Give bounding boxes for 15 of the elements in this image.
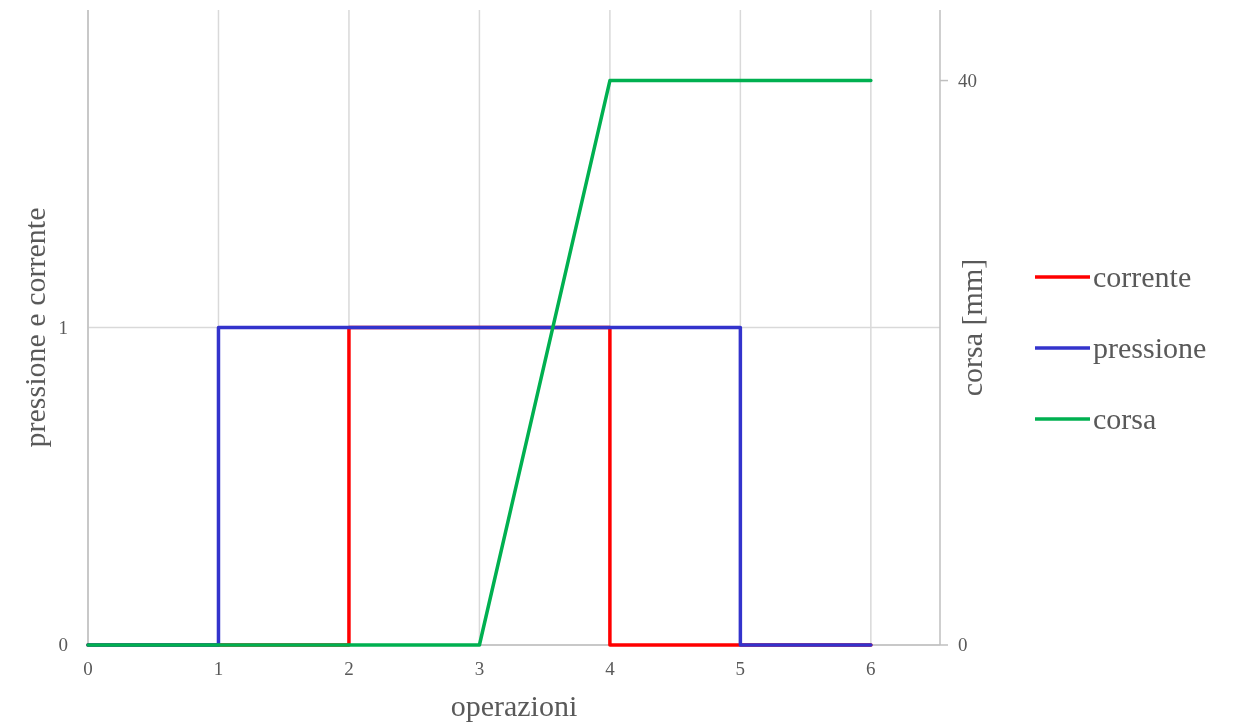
y-axis-title: pressione e corrente (18, 207, 51, 448)
y2-tick-label: 0 (958, 634, 968, 655)
x-tick-label: 1 (213, 658, 224, 679)
x-tick-label: 4 (605, 658, 616, 679)
x-tick-label: 6 (866, 658, 876, 679)
x-tick-label: 2 (344, 658, 354, 679)
legend-label: pressione (1093, 331, 1207, 364)
x-tick-label: 3 (474, 658, 485, 679)
y2-tick-label: 40 (958, 69, 977, 91)
x-axis-title: operazioni (450, 689, 578, 722)
x-tick-label: 0 (83, 658, 93, 679)
x-tick-label: 5 (735, 658, 746, 679)
legend-label: corrente (1093, 260, 1192, 293)
legend-label: corsa (1093, 402, 1157, 435)
y2-axis-title: corsa [mm] (955, 258, 988, 397)
